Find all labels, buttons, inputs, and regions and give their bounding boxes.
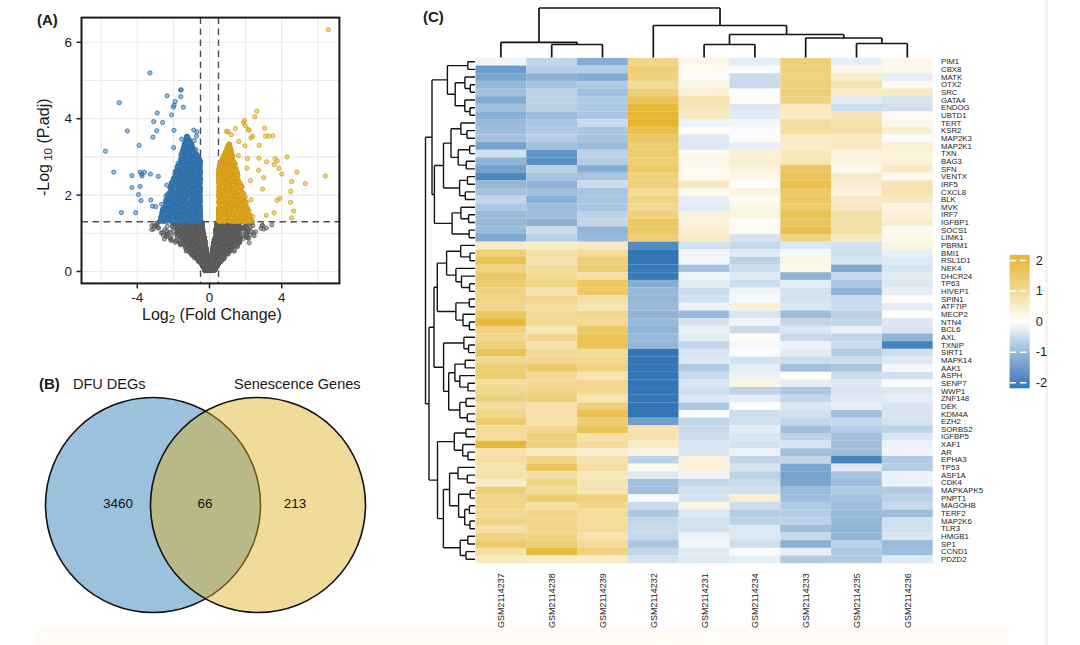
svg-text:3460: 3460 <box>103 496 133 511</box>
svg-text:2: 2 <box>64 188 72 203</box>
svg-text:-4: -4 <box>131 290 143 305</box>
svg-text:0: 0 <box>1036 314 1043 329</box>
svg-text:-1: -1 <box>1036 344 1047 359</box>
svg-text:0: 0 <box>206 290 214 305</box>
svg-text:PDZD2: PDZD2 <box>941 555 967 564</box>
svg-text:-2: -2 <box>1036 375 1047 390</box>
svg-text:-Log 10 (P.adj): -Log 10 (P.adj) <box>35 98 54 196</box>
svg-text:GSM2114236: GSM2114236 <box>903 573 913 628</box>
svg-text:213: 213 <box>284 496 307 511</box>
svg-text:GSM2114238: GSM2114238 <box>547 573 557 628</box>
svg-text:66: 66 <box>197 496 212 511</box>
svg-text:0: 0 <box>64 264 72 279</box>
svg-text:Senescence Genes: Senescence Genes <box>234 376 361 392</box>
svg-text:(C): (C) <box>423 8 444 25</box>
svg-text:GSM2114235: GSM2114235 <box>852 573 862 628</box>
svg-text:GSM2114233: GSM2114233 <box>801 573 811 628</box>
svg-text:GSM2114239: GSM2114239 <box>598 573 608 628</box>
svg-text:GSM2114231: GSM2114231 <box>700 573 710 628</box>
svg-text:4: 4 <box>278 290 286 305</box>
svg-text:4: 4 <box>64 111 72 126</box>
svg-text:Log2 (Fold Change): Log2 (Fold Change) <box>142 306 282 325</box>
svg-text:2: 2 <box>1036 253 1043 268</box>
svg-text:(B): (B) <box>39 375 60 392</box>
svg-text:1: 1 <box>1036 283 1043 298</box>
svg-text:GSM2114237: GSM2114237 <box>496 573 506 628</box>
svg-text:GSM2114234: GSM2114234 <box>750 573 760 628</box>
svg-text:DFU DEGs: DFU DEGs <box>73 376 146 392</box>
svg-text:6: 6 <box>64 35 72 50</box>
svg-text:(A): (A) <box>37 11 58 28</box>
svg-text:GSM2114232: GSM2114232 <box>649 573 659 628</box>
